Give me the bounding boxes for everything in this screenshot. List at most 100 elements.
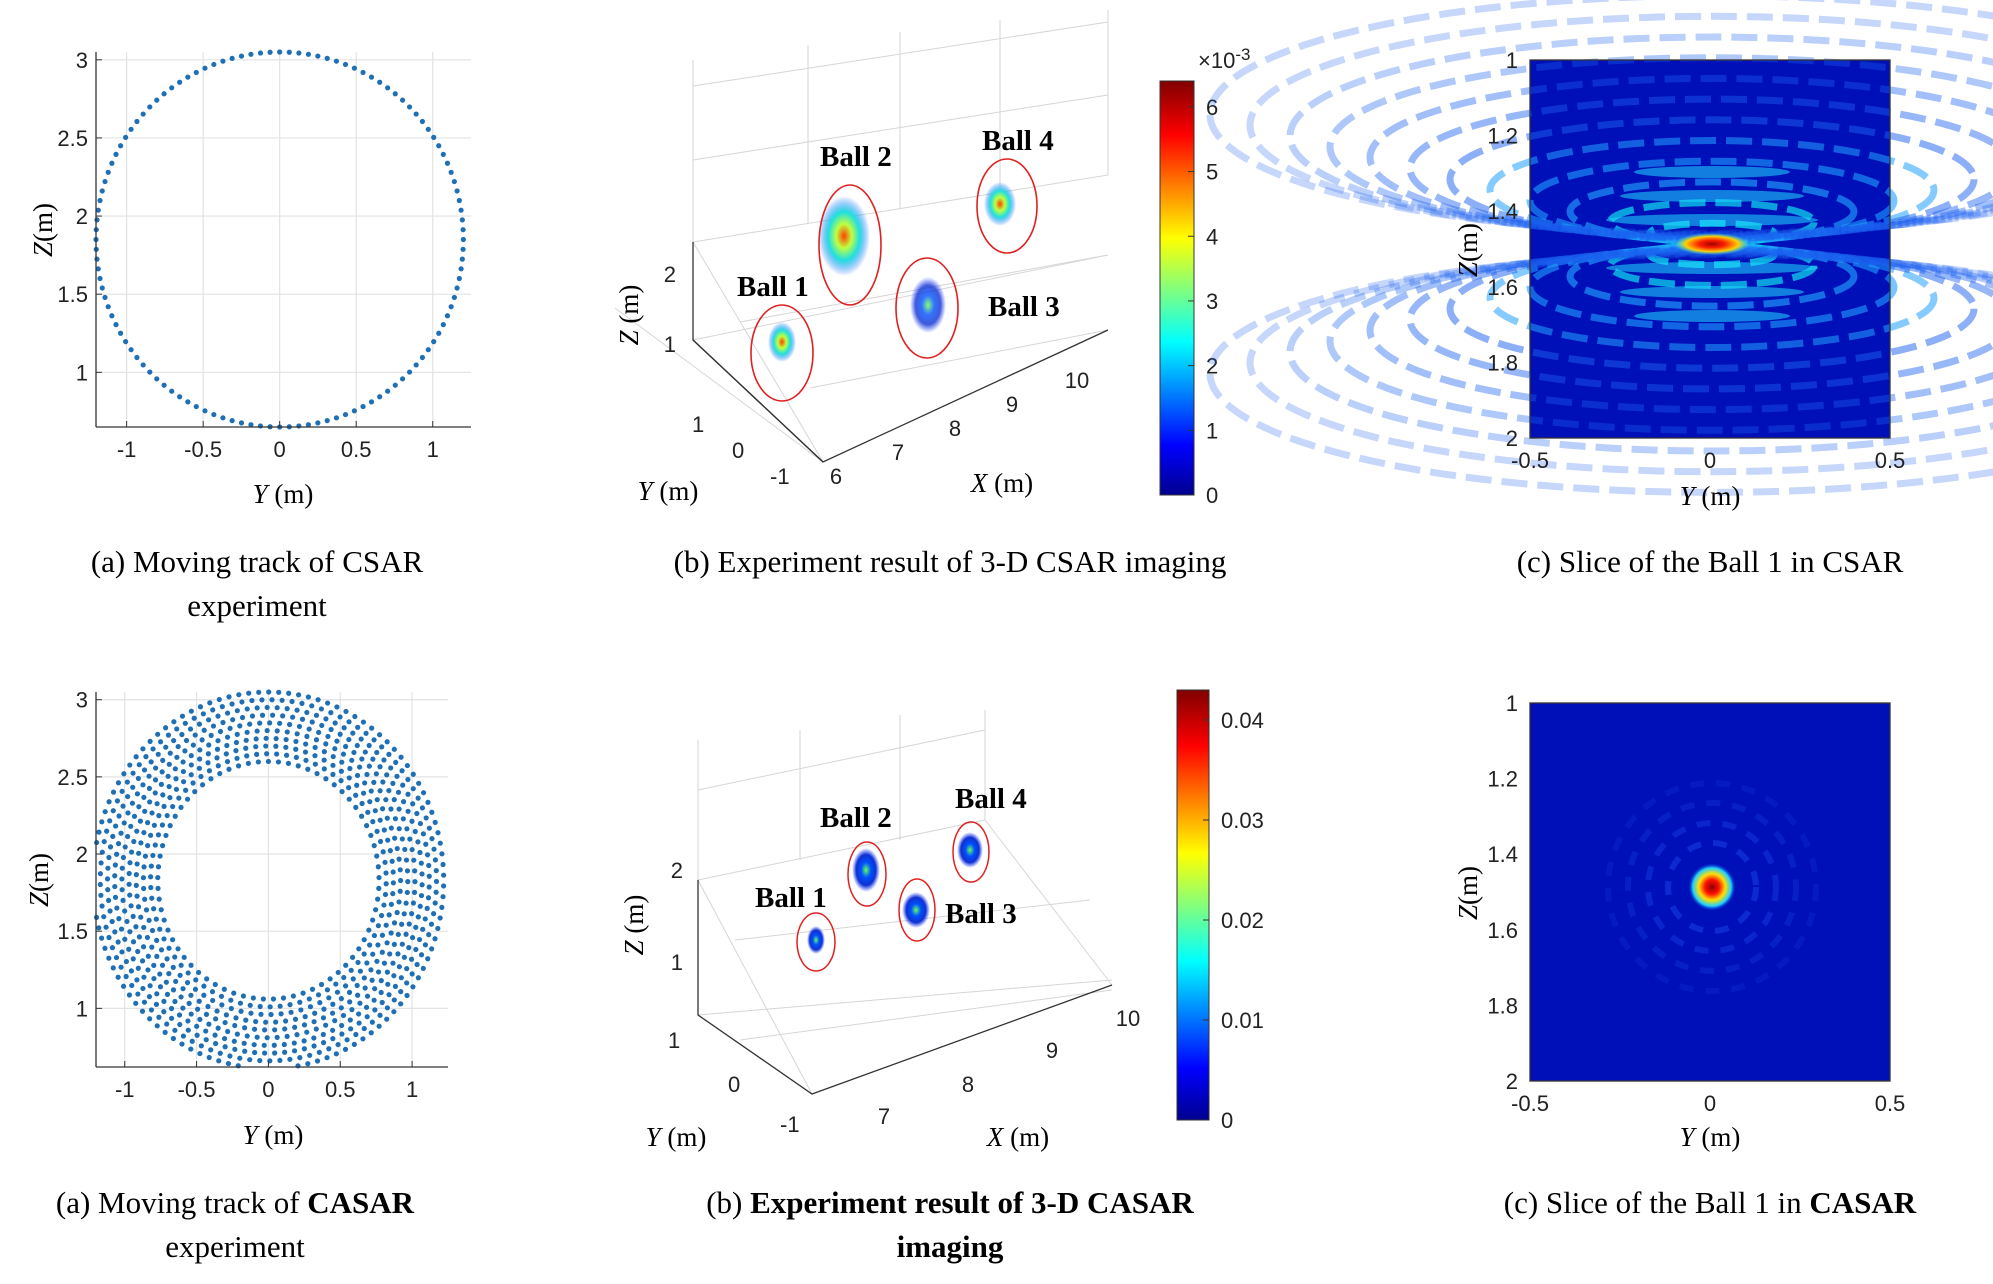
track-point (437, 840, 443, 846)
track-point (215, 763, 221, 769)
track-point (148, 759, 154, 765)
track-point (109, 313, 115, 319)
x-tick-label: 0 (262, 1077, 274, 1102)
track-point (228, 997, 234, 1003)
track-point (392, 835, 398, 841)
track-point (263, 735, 269, 741)
track-point (244, 1033, 250, 1039)
track-point (140, 111, 146, 117)
track-point (370, 819, 376, 825)
track-point (390, 891, 396, 897)
track-point (416, 936, 423, 943)
track-point (277, 1003, 283, 1009)
track-point (172, 813, 178, 819)
track-point (393, 759, 399, 765)
fringe (1606, 242, 1818, 289)
track-point (175, 743, 181, 750)
track-point (347, 1017, 353, 1023)
track-point (431, 846, 437, 852)
track-point (394, 773, 400, 779)
track-point (120, 897, 126, 903)
track-point (209, 989, 216, 995)
track-point (396, 826, 402, 832)
track-point (122, 908, 128, 914)
y-tick-label: 1.2 (1487, 124, 1518, 149)
track-point (282, 1026, 288, 1032)
track-point (99, 935, 105, 941)
track-point (107, 844, 114, 850)
track-point (208, 732, 214, 738)
track-point (101, 914, 107, 920)
track-point (364, 960, 370, 966)
track-point (248, 51, 254, 57)
track-point (400, 782, 406, 788)
track-point (429, 836, 435, 842)
track-point (368, 1030, 374, 1036)
track-point (404, 980, 410, 986)
track-point (377, 79, 383, 85)
track-point (277, 720, 283, 726)
track-point (355, 724, 361, 730)
track-point (210, 707, 216, 713)
track-point (141, 885, 147, 892)
track-point (157, 853, 163, 859)
track-point (130, 770, 136, 776)
track-point (292, 1024, 298, 1030)
track-point (157, 971, 163, 977)
track-point (197, 1050, 203, 1057)
track-point (366, 927, 372, 933)
track-point (383, 922, 389, 928)
track-point (168, 1015, 175, 1021)
track-point (107, 908, 113, 914)
track-point (152, 790, 158, 796)
track-point (281, 1041, 287, 1048)
track-point (174, 754, 180, 760)
track-point (123, 339, 129, 345)
track-point (173, 978, 179, 985)
track-point (311, 1043, 317, 1049)
track-point (223, 1012, 229, 1018)
track-point (152, 777, 159, 783)
y-tick-label: 1 (76, 996, 88, 1021)
track-point (159, 843, 166, 849)
track-point (237, 723, 243, 729)
track-point (348, 1026, 354, 1032)
track-point (262, 1050, 268, 1056)
track-point (94, 256, 100, 262)
track-point (141, 924, 147, 931)
track-point (121, 771, 127, 777)
track-point (364, 823, 370, 829)
track-point (407, 836, 413, 842)
track-point (404, 966, 410, 972)
track-point (172, 998, 178, 1005)
track-point (151, 906, 157, 912)
track-point (459, 256, 465, 262)
track-point (125, 810, 131, 816)
track-point (203, 1011, 210, 1017)
track-point (419, 871, 425, 877)
track-point (185, 1027, 191, 1033)
x-tick-label: -1 (117, 437, 137, 462)
track-point (293, 738, 299, 745)
track-point (415, 839, 421, 845)
track-point (321, 1006, 327, 1012)
casar-track-axes: -1 -0.5 0 0.5 1 1 1.5 2 2.5 3 (57, 688, 448, 1102)
track-point (410, 900, 417, 906)
track-point (106, 799, 112, 805)
track-point (456, 275, 462, 282)
track-point (375, 923, 381, 929)
track-point (158, 907, 164, 913)
track-point (214, 1008, 220, 1014)
track-point (263, 1019, 269, 1025)
casar-ball-2-label: Ball 2 (820, 802, 892, 834)
track-point (244, 706, 250, 712)
track-point (124, 779, 130, 785)
track-point (148, 863, 154, 869)
track-point (257, 1057, 263, 1064)
track-point (233, 748, 239, 754)
track-point (334, 989, 341, 995)
track-point (161, 1009, 167, 1015)
track-point (234, 708, 240, 714)
track-point (295, 692, 302, 698)
track-point (413, 946, 419, 953)
